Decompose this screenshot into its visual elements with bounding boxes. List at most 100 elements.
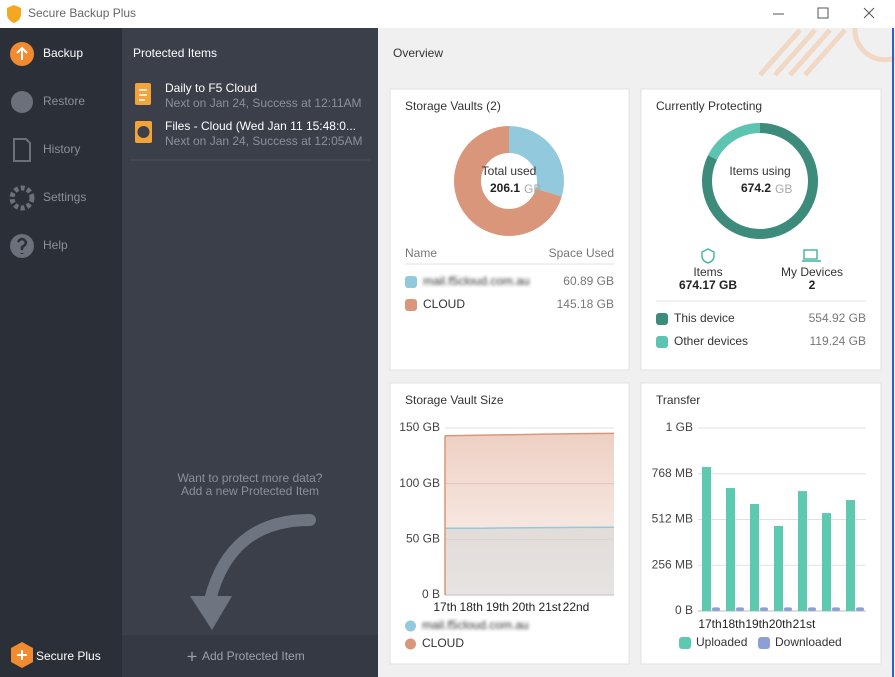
item-icon-lines <box>139 89 147 101</box>
stat-value: 2 <box>809 278 816 292</box>
legend-swatch <box>656 313 668 325</box>
hint-arrowhead <box>190 596 232 630</box>
nav-icon-mark <box>16 237 28 254</box>
nav-history[interactable]: History <box>13 138 80 162</box>
legend-swatch <box>758 637 770 649</box>
bar <box>726 488 735 611</box>
x-tick-label: 20th <box>512 600 535 614</box>
legend-swatch <box>405 299 417 311</box>
y-tick-label: 0 B <box>422 587 440 601</box>
x-tick-label: 22nd <box>563 600 590 614</box>
card-title: Storage Vaults (2) <box>405 99 501 113</box>
sidebar <box>0 28 122 677</box>
value-label: 60.89 GB <box>563 274 614 288</box>
bar <box>808 607 816 611</box>
nav-restore[interactable]: Restore <box>11 91 85 113</box>
app-icon <box>7 5 21 23</box>
bar <box>712 607 720 611</box>
stat-icon <box>803 249 818 260</box>
center-label: Items using <box>729 164 790 178</box>
item-icon <box>135 83 151 105</box>
item-name: Files - Cloud (Wed Jan 11 15:48:0... <box>165 119 356 133</box>
hint-text: Want to protect more data? <box>178 471 323 485</box>
y-tick-label: 256 MB <box>652 557 693 571</box>
card-title: Transfer <box>656 393 700 407</box>
legend-label: This device <box>674 311 735 325</box>
legend-swatch <box>679 637 691 649</box>
bar <box>760 607 768 611</box>
pie-slice <box>509 126 564 197</box>
item-icon-disk <box>137 126 150 138</box>
value-label: 145.18 GB <box>557 297 614 311</box>
y-tick-label: 768 MB <box>652 466 693 480</box>
nav-label: History <box>43 142 80 156</box>
nav-icon <box>13 138 31 162</box>
add-item-button[interactable]: Add Protected Item <box>122 635 378 677</box>
item-status: Next on Jan 24, Success at 12:11AM <box>165 96 362 110</box>
window-title: Secure Backup Plus <box>28 6 136 20</box>
legend-swatch <box>405 620 416 632</box>
legend-label: mail.f5cloud.com.au <box>423 274 530 288</box>
x-tick-label: 17th <box>433 600 456 614</box>
nav-settings[interactable]: Settings <box>9 185 86 211</box>
item-name: Daily to F5 Cloud <box>165 81 257 95</box>
card <box>640 382 882 665</box>
x-tick-label: 19th <box>745 617 768 631</box>
value-label: 119.24 GB <box>810 334 866 348</box>
legend-swatch <box>656 336 668 348</box>
legend-label: CLOUD <box>423 297 465 311</box>
card-title: Currently Protecting <box>656 99 762 113</box>
center-unit: GB <box>524 182 541 196</box>
x-tick-label: 19th <box>486 600 509 614</box>
center-value: 674.2 <box>741 181 771 195</box>
y-tick-label: 512 MB <box>652 512 693 526</box>
add-bar <box>122 635 378 677</box>
bar <box>702 466 711 611</box>
area-fill <box>445 527 614 595</box>
decoration <box>758 27 895 77</box>
close-button[interactable] <box>863 7 875 19</box>
stat-label: My Devices <box>781 265 843 279</box>
nav-backup[interactable]: Backup <box>10 42 83 66</box>
title-bar <box>0 0 895 28</box>
column-header: Name <box>405 246 437 260</box>
value-label: 554.92 GB <box>809 311 866 325</box>
bar <box>846 500 855 611</box>
pie-slice <box>708 123 760 160</box>
maximize-button[interactable] <box>817 7 829 19</box>
brand-icon-plus <box>17 650 27 660</box>
nav-label: Backup <box>43 46 83 60</box>
legend-swatch <box>405 276 417 288</box>
nav-icon <box>9 185 35 211</box>
x-tick-label: 21st <box>793 617 816 631</box>
legend-label: Downloaded <box>775 635 842 649</box>
bar <box>798 491 807 611</box>
y-tick-label: 50 GB <box>406 532 440 546</box>
nav-icon <box>11 91 33 113</box>
legend-label: Other devices <box>674 334 748 348</box>
x-tick-label: 21st <box>538 600 561 614</box>
legend-label: CLOUD <box>422 636 464 650</box>
center-unit: GB <box>775 182 792 196</box>
y-tick-label: 1 GB <box>666 420 693 434</box>
legend-swatch <box>405 638 416 650</box>
protected-item[interactable]: Daily to F5 Cloud Next on Jan 24, Succes… <box>135 81 362 110</box>
protected-item[interactable]: Files - Cloud (Wed Jan 11 15:48:0... Nex… <box>135 119 362 148</box>
hint-arrow <box>204 514 316 606</box>
y-tick-label: 100 GB <box>399 476 440 490</box>
bar <box>774 525 783 611</box>
x-tick-label: 18th <box>460 600 483 614</box>
protected-panel <box>122 28 378 677</box>
nav-help[interactable]: Help <box>10 234 68 258</box>
x-tick-label: 20th <box>769 617 792 631</box>
bar <box>784 607 792 611</box>
center-value: 206.1 <box>490 181 520 195</box>
overview-title: Overview <box>393 46 443 60</box>
legend-label: mail.f5cloud.com.au <box>422 618 529 632</box>
panel-title: Protected Items <box>133 46 217 60</box>
legend-label: Uploaded <box>696 635 747 649</box>
center-label: Total used <box>482 164 537 178</box>
bar <box>822 513 831 611</box>
